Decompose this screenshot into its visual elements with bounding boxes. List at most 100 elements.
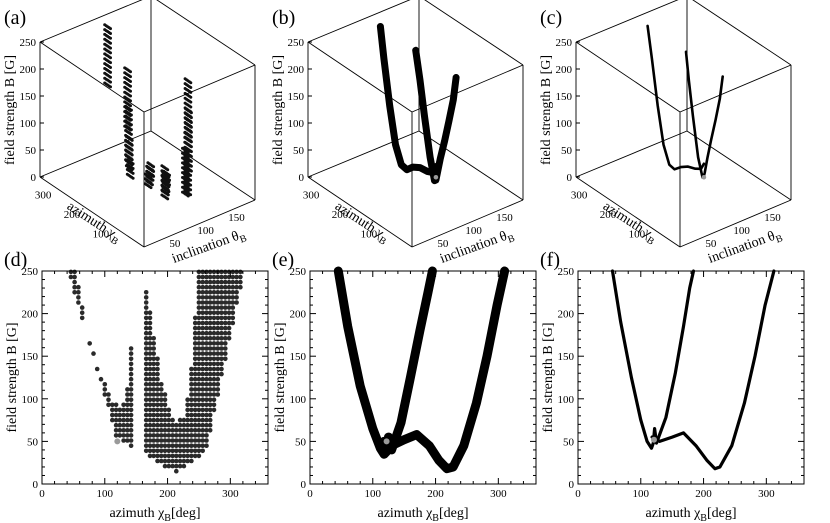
data-point	[196, 295, 202, 300]
data-point	[207, 341, 213, 346]
data-point	[185, 397, 190, 403]
data-point	[211, 330, 217, 336]
data-point	[215, 274, 221, 280]
data-point	[204, 376, 209, 382]
data-point	[147, 341, 153, 346]
data-point	[170, 422, 175, 428]
box-edge	[575, 41, 681, 113]
data-point	[207, 300, 213, 305]
data-point	[219, 351, 224, 356]
data-point	[185, 417, 190, 423]
data-point	[215, 284, 221, 290]
data-point	[177, 428, 183, 433]
data-point	[204, 341, 209, 346]
data-point	[189, 407, 194, 413]
data-point	[223, 300, 228, 305]
data-point	[113, 433, 119, 438]
data-point	[143, 356, 149, 362]
data-point	[189, 428, 194, 433]
data-point	[166, 448, 172, 454]
data-point	[223, 346, 228, 351]
data-point	[143, 325, 149, 331]
data-point	[159, 397, 164, 403]
z-tick-label: 100	[556, 118, 573, 130]
data-point	[155, 448, 160, 454]
data-point	[196, 310, 202, 316]
data-point	[125, 417, 130, 423]
data-point	[226, 325, 232, 331]
x-tick-label: 200	[332, 209, 349, 221]
data-point	[207, 346, 213, 351]
data-point	[147, 346, 153, 351]
data-point	[215, 325, 221, 331]
data-point	[151, 417, 156, 423]
data-point	[174, 448, 179, 454]
data-point	[159, 382, 164, 387]
data-point	[181, 443, 187, 449]
y-tick-label: 100	[290, 394, 307, 406]
data-point	[230, 305, 236, 310]
data-point	[162, 463, 168, 469]
data-point	[185, 402, 190, 408]
data-point	[162, 392, 168, 397]
data-point	[200, 346, 205, 351]
data-point	[94, 366, 100, 372]
data-point	[223, 330, 228, 336]
data-point	[238, 279, 243, 285]
data-point	[211, 320, 217, 326]
data-point	[192, 402, 198, 408]
z-axis-title: field strength B [G]	[3, 55, 18, 165]
data-point	[103, 42, 107, 46]
x-axis-title-subscript: B	[164, 513, 171, 523]
data-point	[196, 336, 202, 341]
data-point	[159, 428, 164, 433]
data-point	[226, 305, 232, 310]
data-point	[181, 463, 187, 469]
data-point	[181, 185, 184, 189]
data-point	[159, 407, 164, 413]
data-point	[143, 336, 149, 341]
data-point	[200, 361, 205, 367]
data-point	[184, 112, 188, 116]
data-point	[196, 341, 202, 346]
data-point	[219, 361, 224, 367]
data-point	[155, 376, 160, 382]
data-point	[166, 422, 172, 428]
data-point	[124, 164, 128, 168]
data-point	[128, 402, 134, 408]
data-point	[207, 397, 213, 403]
data-point	[215, 279, 221, 285]
data-point	[147, 376, 153, 382]
box-edge	[679, 199, 792, 248]
data-point	[159, 422, 164, 428]
data-point	[215, 376, 221, 382]
data-point	[207, 320, 213, 326]
inclination-axis-title-subscript: B	[506, 233, 516, 246]
data-point	[143, 428, 149, 433]
data-point	[204, 274, 209, 280]
box-edge	[679, 64, 792, 113]
panel-label: (b)	[272, 7, 295, 29]
x-axis-title-subscript: B	[700, 513, 707, 523]
data-point	[215, 382, 221, 387]
data-point	[200, 382, 205, 387]
data-point	[211, 290, 217, 295]
y-tick-label: 100	[558, 394, 575, 406]
data-point	[196, 320, 202, 326]
data-point	[219, 366, 224, 372]
data-point	[125, 428, 130, 433]
data-point	[196, 382, 202, 387]
data-point	[151, 336, 156, 341]
x-tick-label: 300	[490, 488, 507, 500]
data-point	[196, 346, 202, 351]
data-point	[204, 371, 209, 377]
data-point	[159, 412, 164, 418]
y-tick-label: 50	[705, 238, 717, 250]
data-point	[147, 443, 153, 449]
data-point	[181, 438, 187, 443]
data-point	[185, 412, 190, 418]
data-point	[219, 320, 224, 326]
data-point	[215, 341, 221, 346]
data-point	[128, 351, 134, 356]
data-point	[174, 468, 179, 474]
